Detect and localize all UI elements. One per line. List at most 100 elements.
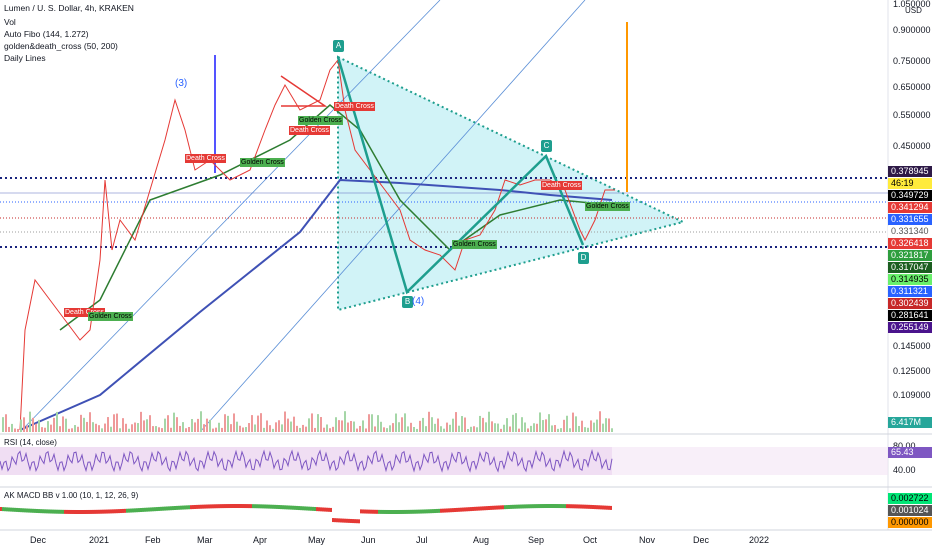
macd-bar bbox=[402, 509, 404, 514]
triangle-pattern bbox=[337, 55, 686, 312]
macd-bar bbox=[524, 504, 526, 509]
price-tag: 0.331340 bbox=[888, 226, 932, 237]
macd-bar bbox=[62, 509, 64, 514]
volume-bar bbox=[110, 426, 112, 432]
volume-bar bbox=[608, 418, 610, 432]
macd-bar bbox=[482, 506, 484, 511]
macd-bar bbox=[174, 506, 176, 511]
macd-bar bbox=[586, 504, 588, 509]
macd-bar bbox=[516, 504, 518, 509]
price-label: 1.050000 bbox=[893, 0, 931, 9]
macd-bar bbox=[132, 508, 134, 513]
volume-bar bbox=[611, 428, 613, 432]
volume-bar bbox=[464, 417, 466, 432]
volume-bar bbox=[467, 428, 469, 432]
macd-bar bbox=[74, 509, 76, 514]
macd-bar bbox=[64, 509, 66, 514]
volume-bar bbox=[29, 411, 31, 432]
price-line bbox=[19, 58, 615, 431]
macd-bar bbox=[598, 505, 600, 510]
macd-bar bbox=[200, 504, 202, 509]
macd-bar bbox=[300, 506, 302, 511]
volume-bar bbox=[332, 426, 334, 432]
cross-label: Golden Cross bbox=[88, 312, 133, 321]
volume-bar bbox=[206, 418, 208, 432]
volume-bar bbox=[14, 428, 16, 432]
macd-bar bbox=[334, 518, 336, 523]
volume-bar bbox=[35, 423, 37, 432]
macd-bar bbox=[80, 509, 82, 514]
volume-bar bbox=[215, 427, 217, 432]
macd-bar bbox=[346, 518, 348, 523]
macd-bar bbox=[24, 508, 26, 513]
macd-bar bbox=[304, 506, 306, 511]
volume-bar bbox=[140, 411, 142, 432]
macd-bar bbox=[366, 509, 368, 514]
volume-bar bbox=[197, 418, 199, 432]
price-tag: 0.326418 bbox=[888, 238, 932, 249]
volume-bar bbox=[404, 413, 406, 432]
volume-bar bbox=[80, 414, 82, 432]
macd-bar bbox=[258, 504, 260, 509]
macd-bar bbox=[88, 509, 90, 514]
macd-bar bbox=[576, 504, 578, 509]
macd-bar bbox=[282, 505, 284, 510]
volume-bar bbox=[452, 418, 454, 432]
macd-bar bbox=[220, 504, 222, 509]
macd-bar bbox=[78, 509, 80, 514]
macd-bar bbox=[348, 518, 350, 523]
macd-bar bbox=[316, 507, 318, 512]
volume-bar bbox=[302, 424, 304, 432]
macd-bar bbox=[554, 504, 556, 509]
volume-bar bbox=[59, 426, 61, 432]
volume-bar bbox=[557, 428, 559, 432]
cross-label: Death Cross bbox=[334, 102, 375, 111]
macd-bar bbox=[532, 504, 534, 509]
macd-bar bbox=[72, 509, 74, 514]
macd-bar bbox=[130, 508, 132, 513]
macd-bar bbox=[272, 504, 274, 509]
macd-bar bbox=[36, 508, 38, 513]
price-label: 0.900000 bbox=[893, 25, 931, 35]
macd-bar bbox=[122, 508, 124, 513]
macd-bar bbox=[556, 504, 558, 509]
macd-bar bbox=[342, 518, 344, 523]
volume-bar bbox=[335, 417, 337, 432]
macd-bar bbox=[314, 506, 316, 511]
macd-bar bbox=[352, 519, 354, 524]
volume-bar bbox=[98, 425, 100, 432]
macd-bar bbox=[234, 504, 236, 509]
volume-bar bbox=[590, 420, 592, 432]
volume-bar bbox=[137, 423, 139, 432]
macd-bar bbox=[506, 505, 508, 510]
macd-bar bbox=[406, 509, 408, 514]
macd-bar bbox=[452, 508, 454, 513]
volume-bar bbox=[503, 424, 505, 432]
macd-bar bbox=[52, 509, 54, 514]
volume-bar bbox=[134, 422, 136, 432]
macd-bar bbox=[462, 507, 464, 512]
volume-bar bbox=[17, 428, 19, 432]
volume-bar bbox=[185, 428, 187, 432]
volume-bar bbox=[383, 427, 385, 432]
macd-bar bbox=[138, 508, 140, 513]
volume-bar bbox=[266, 420, 268, 432]
macd-bar bbox=[584, 504, 586, 509]
macd-value: 0.001024 bbox=[888, 505, 932, 516]
macd-bar bbox=[86, 509, 88, 514]
macd-bar bbox=[8, 507, 10, 512]
macd-bar bbox=[594, 505, 596, 510]
volume-bar bbox=[230, 424, 232, 432]
volume-bar bbox=[602, 423, 604, 432]
volume-bar bbox=[86, 421, 88, 432]
volume-bar bbox=[278, 420, 280, 432]
macd-bar bbox=[160, 506, 162, 511]
volume-bar bbox=[443, 428, 445, 432]
macd-bar bbox=[610, 505, 612, 510]
macd-bar bbox=[458, 507, 460, 512]
volume-bar bbox=[47, 421, 49, 432]
volume-bar bbox=[89, 412, 91, 432]
macd-bar bbox=[54, 509, 56, 514]
macd-bar bbox=[114, 509, 116, 514]
macd-bar bbox=[40, 509, 42, 514]
